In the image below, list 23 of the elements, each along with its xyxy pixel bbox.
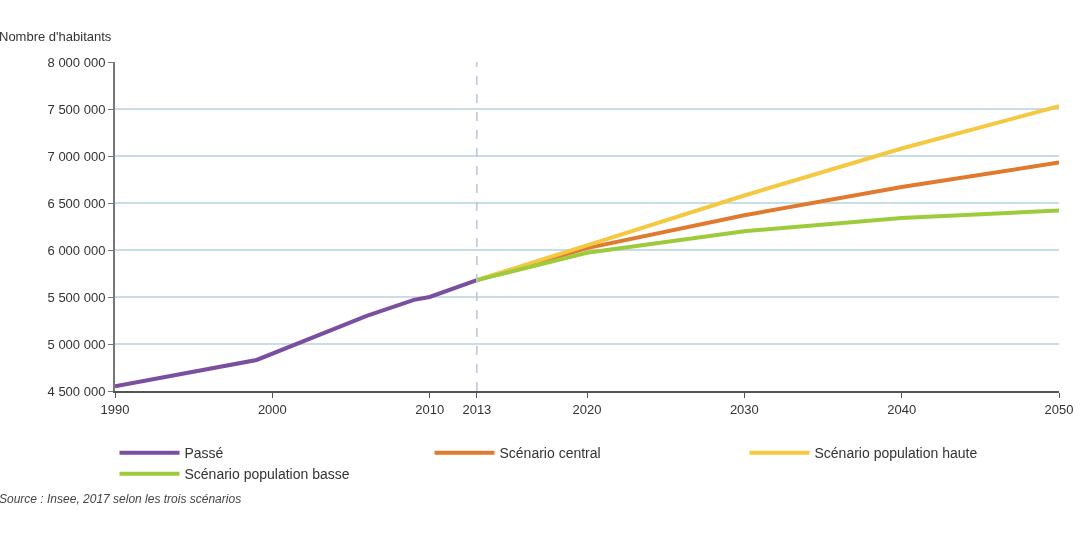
x-tick-label: 2000 bbox=[257, 401, 287, 417]
y-tick-label: 4 500 000 bbox=[47, 383, 106, 399]
x-tick-label: 2030 bbox=[729, 401, 759, 417]
y-tick-label: 8 000 000 bbox=[47, 54, 106, 70]
line-series bbox=[115, 278, 479, 389]
y-tick-label: 7 000 000 bbox=[47, 148, 106, 164]
legend-label: Scénario central bbox=[499, 445, 601, 462]
legend-label: Passé bbox=[184, 445, 224, 462]
y-tick-label: 5 500 000 bbox=[47, 289, 106, 305]
legend-label: Scénario population haute bbox=[814, 445, 978, 462]
x-tick-label: 2010 bbox=[415, 401, 445, 417]
y-tick-label: 6 000 000 bbox=[47, 242, 106, 258]
y-tick-label: 7 500 000 bbox=[47, 101, 106, 117]
y-tick-label: 6 500 000 bbox=[47, 195, 106, 211]
x-tick-label: 2040 bbox=[887, 401, 917, 417]
x-tick-label: 2050 bbox=[1044, 401, 1074, 417]
legend-label: Scénario population basse bbox=[184, 466, 350, 483]
x-tick-label: 2013 bbox=[462, 401, 492, 417]
y-tick-label: 5 000 000 bbox=[47, 336, 106, 352]
source-note: Source : Insee, 2017 selon les trois scénarios bbox=[0, 492, 242, 506]
x-tick-label: 1990 bbox=[100, 401, 130, 417]
x-tick-label: 2020 bbox=[572, 401, 602, 417]
y-axis-title: Nombre d'habitants bbox=[0, 29, 112, 44]
